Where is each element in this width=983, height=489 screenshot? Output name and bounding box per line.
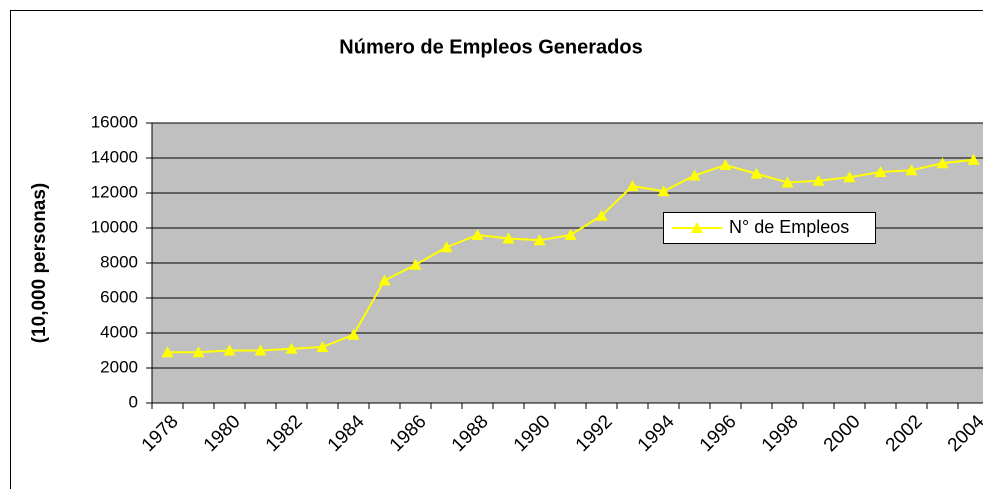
- data-marker: [409, 258, 422, 270]
- data-marker: [564, 229, 577, 240]
- data-marker: [626, 180, 639, 191]
- y-tick-label: 14000: [91, 147, 138, 166]
- data-marker: [378, 274, 391, 286]
- legend-label: N° de Empleos: [729, 217, 849, 237]
- y-tick-label: 6000: [100, 287, 138, 306]
- data-marker: [285, 342, 298, 354]
- y-tick-label: 4000: [100, 322, 138, 341]
- data-marker: [843, 171, 856, 183]
- data-marker: [936, 157, 949, 169]
- data-marker: [750, 167, 763, 179]
- chart-title: Número de Empleos Generados: [339, 36, 642, 58]
- y-axis-title: (10,000 personas): [29, 183, 50, 344]
- data-marker: [688, 169, 701, 181]
- data-marker: [533, 234, 546, 246]
- data-marker: [967, 153, 980, 165]
- data-marker: [595, 209, 608, 221]
- data-marker: [719, 159, 732, 170]
- data-marker: [657, 185, 670, 197]
- y-tick-label: 8000: [100, 252, 138, 271]
- y-tick-label: 12000: [91, 182, 138, 201]
- legend-marker: [691, 222, 703, 233]
- data-marker: [316, 341, 329, 352]
- data-marker: [502, 232, 515, 244]
- y-tick-label: 0: [129, 392, 138, 411]
- data-marker: [192, 346, 205, 358]
- data-marker: [812, 174, 825, 186]
- data-marker: [223, 344, 236, 356]
- data-marker: [254, 344, 267, 356]
- y-tick-label: 16000: [91, 112, 138, 131]
- data-marker: [347, 328, 360, 340]
- data-marker: [781, 176, 794, 188]
- data-marker: [874, 166, 887, 177]
- data-marker: [161, 346, 174, 358]
- data-marker: [905, 164, 918, 176]
- data-marker: [440, 241, 453, 253]
- data-marker: [471, 229, 484, 240]
- y-tick-label: 10000: [91, 217, 138, 236]
- y-tick-label: 2000: [100, 357, 138, 376]
